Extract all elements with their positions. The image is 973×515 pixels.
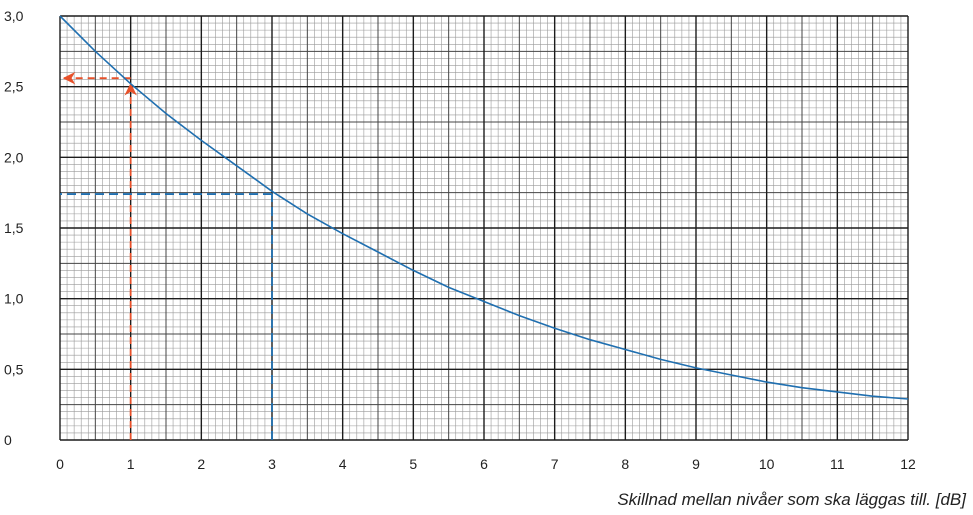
y-tick-label: 0 [4,432,12,448]
x-tick-label: 12 [900,456,916,472]
y-tick-label: 2,5 [4,79,24,95]
y-tick-label: 0,5 [4,361,24,377]
y-tick-labels: 0 0,5 1,0 1,5 2,0 2,5 3,0 [4,8,24,448]
x-tick-label: 11 [830,456,845,472]
x-tick-label: 8 [621,456,629,472]
y-tick-label: 1,0 [4,291,24,307]
x-tick-label: 1 [127,456,135,472]
x-axis-label: Skillnad mellan nivåer som ska läggas ti… [617,490,967,509]
annotations [60,71,273,440]
y-tick-label: 1,5 [4,220,24,236]
series-group [59,15,909,400]
x-tick-label: 10 [759,456,775,472]
y-tick-label: 3,0 [4,8,24,24]
x-tick-label: 0 [56,456,64,472]
x-tick-label: 7 [551,456,559,472]
x-tick-label: 4 [339,456,347,472]
x-tick-labels: 0 1 2 3 4 5 6 7 8 9 10 11 12 [56,456,916,472]
x-tick-label: 2 [197,456,205,472]
x-tick-label: 3 [268,456,276,472]
y-tick-label: 2,0 [4,149,24,165]
x-tick-label: 5 [409,456,417,472]
x-tick-label: 9 [692,456,700,472]
series-line [59,15,909,400]
x-tick-label: 6 [480,456,488,472]
